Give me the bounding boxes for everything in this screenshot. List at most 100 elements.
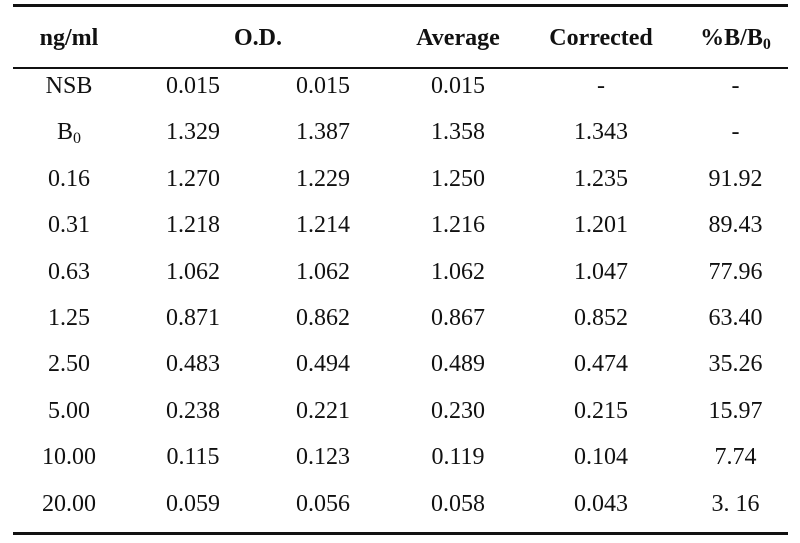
cell-percent-bound: 89.43 xyxy=(683,202,788,248)
cell-average-text: 0.119 xyxy=(431,444,485,471)
cell-corrected: 1.201 xyxy=(531,202,671,248)
cell-od-2: 0.015 xyxy=(268,63,378,109)
cell-percent-bound: 15.97 xyxy=(683,388,788,434)
cell-corrected-text: - xyxy=(597,73,605,99)
cell-average-text: 0.489 xyxy=(431,351,485,378)
cell-corrected-text: 1.201 xyxy=(574,212,628,239)
table-row: 10.00 0.115 0.123 0.119 0.104 7.74 xyxy=(13,434,788,480)
cell-average: 0.867 xyxy=(398,295,518,341)
cell-od-1: 0.238 xyxy=(138,388,248,434)
header-corrected: Corrected xyxy=(549,25,653,51)
cell-percent-bound-text: 7.74 xyxy=(714,444,757,471)
cell-average-text: 1.062 xyxy=(431,258,485,285)
cell-od-1: 1.270 xyxy=(138,156,248,202)
cell-od-2: 0.056 xyxy=(268,481,378,527)
cell-conc: 20.00 xyxy=(13,481,125,527)
cell-od-1-text: 0.238 xyxy=(166,397,220,424)
cell-od-1-text: 0.871 xyxy=(166,305,220,331)
cell-percent-bound-text: 91.92 xyxy=(708,165,763,192)
cell-corrected-text: 0.043 xyxy=(574,490,628,517)
cell-average-text: 0.230 xyxy=(431,397,485,424)
header-percent-sub: 0 xyxy=(762,36,771,53)
cell-percent-bound: 77.96 xyxy=(683,249,788,295)
cell-average: 0.119 xyxy=(398,434,518,480)
cell-conc-text: B xyxy=(56,119,73,146)
table-bottom-rule xyxy=(13,532,788,535)
cell-conc: 10.00 xyxy=(13,434,125,480)
cell-od-2-text: 1.214 xyxy=(296,212,350,239)
cell-percent-bound-text: 77.96 xyxy=(708,258,763,285)
data-table: ng/ml O.D. Average Corrected %B/B0 NSB 0.… xyxy=(13,4,788,535)
cell-corrected: 1.235 xyxy=(531,156,671,202)
cell-od-1: 0.015 xyxy=(138,63,248,109)
cell-od-2: 1.062 xyxy=(268,249,378,295)
cell-od-2-text: 0.015 xyxy=(296,73,350,99)
header-row: ng/ml O.D. Average Corrected %B/B0 xyxy=(13,7,788,53)
cell-conc-text: 20.00 xyxy=(42,490,96,517)
header-percent-bound: %B/B0 xyxy=(683,7,788,67)
cell-od-1-text: 1.062 xyxy=(166,258,220,285)
cell-average: 0.489 xyxy=(398,341,518,387)
cell-od-2-text: 0.123 xyxy=(296,444,350,471)
cell-od-2: 0.123 xyxy=(268,434,378,480)
table-header-rule xyxy=(13,67,788,69)
cell-percent-bound-text: - xyxy=(731,73,740,99)
cell-average-text: 1.358 xyxy=(431,119,485,146)
cell-corrected-text: 0.215 xyxy=(574,397,628,424)
cell-conc: 0.31 xyxy=(13,202,125,248)
header-od: O.D. xyxy=(234,25,282,51)
cell-corrected: 0.474 xyxy=(531,341,671,387)
cell-average: 1.062 xyxy=(398,249,518,295)
cell-corrected: 1.047 xyxy=(531,249,671,295)
header-average: Average xyxy=(416,25,500,51)
cell-od-1: 0.059 xyxy=(138,481,248,527)
cell-percent-bound-text: 35.26 xyxy=(708,351,763,378)
cell-od-1-text: 1.218 xyxy=(166,212,220,239)
cell-corrected: 0.215 xyxy=(531,388,671,434)
cell-od-1: 0.483 xyxy=(138,341,248,387)
cell-percent-bound: - xyxy=(683,109,788,155)
cell-average-text: 0.015 xyxy=(431,73,485,99)
cell-od-1: 1.329 xyxy=(138,109,248,155)
cell-percent-bound-text: - xyxy=(731,119,740,146)
cell-percent-bound: 3. 16 xyxy=(683,481,788,527)
table-top-rule xyxy=(13,4,788,7)
cell-conc: 2.50 xyxy=(13,341,125,387)
cell-corrected-text: 1.047 xyxy=(574,258,628,285)
cell-percent-bound: - xyxy=(683,63,788,109)
cell-conc: 0.63 xyxy=(13,249,125,295)
cell-average: 0.015 xyxy=(398,63,518,109)
cell-od-1-text: 0.059 xyxy=(166,490,220,517)
cell-corrected-text: 0.852 xyxy=(574,305,628,331)
header-percent-main: %B/B xyxy=(700,25,763,51)
cell-od-2-text: 0.221 xyxy=(296,397,350,424)
cell-average-text: 0.867 xyxy=(431,305,485,331)
table-row: 5.00 0.238 0.221 0.230 0.215 15.97 xyxy=(13,388,788,434)
cell-conc-text: 0.63 xyxy=(48,258,90,285)
cell-od-1-text: 1.270 xyxy=(166,165,220,192)
cell-conc-text: 1.25 xyxy=(48,305,90,331)
cell-conc: NSB xyxy=(13,63,125,109)
cell-corrected: 0.852 xyxy=(531,295,671,341)
cell-od-1-text: 0.483 xyxy=(166,351,220,378)
cell-percent-bound-text: 15.97 xyxy=(708,397,763,424)
cell-od-1: 0.115 xyxy=(138,434,248,480)
cell-conc: B0 xyxy=(13,109,125,155)
cell-conc-text: 10.00 xyxy=(42,444,96,471)
cell-od-2-text: 1.229 xyxy=(296,165,350,192)
cell-percent-bound-text: 3. 16 xyxy=(711,490,760,517)
cell-percent-bound: 63.40 xyxy=(683,295,788,341)
cell-conc-text: NSB xyxy=(45,73,93,99)
cell-average: 1.358 xyxy=(398,109,518,155)
cell-corrected-text: 0.104 xyxy=(574,444,628,471)
table-row: NSB 0.015 0.015 0.015 - - xyxy=(13,63,788,109)
cell-average: 1.250 xyxy=(398,156,518,202)
cell-corrected-text: 1.343 xyxy=(574,119,628,146)
cell-conc: 1.25 xyxy=(13,295,125,341)
cell-corrected: 0.043 xyxy=(531,481,671,527)
cell-average: 0.230 xyxy=(398,388,518,434)
cell-percent-bound-text: 63.40 xyxy=(708,305,763,331)
cell-od-1: 1.218 xyxy=(138,202,248,248)
cell-percent-bound: 35.26 xyxy=(683,341,788,387)
cell-od-1-text: 0.015 xyxy=(166,73,220,99)
